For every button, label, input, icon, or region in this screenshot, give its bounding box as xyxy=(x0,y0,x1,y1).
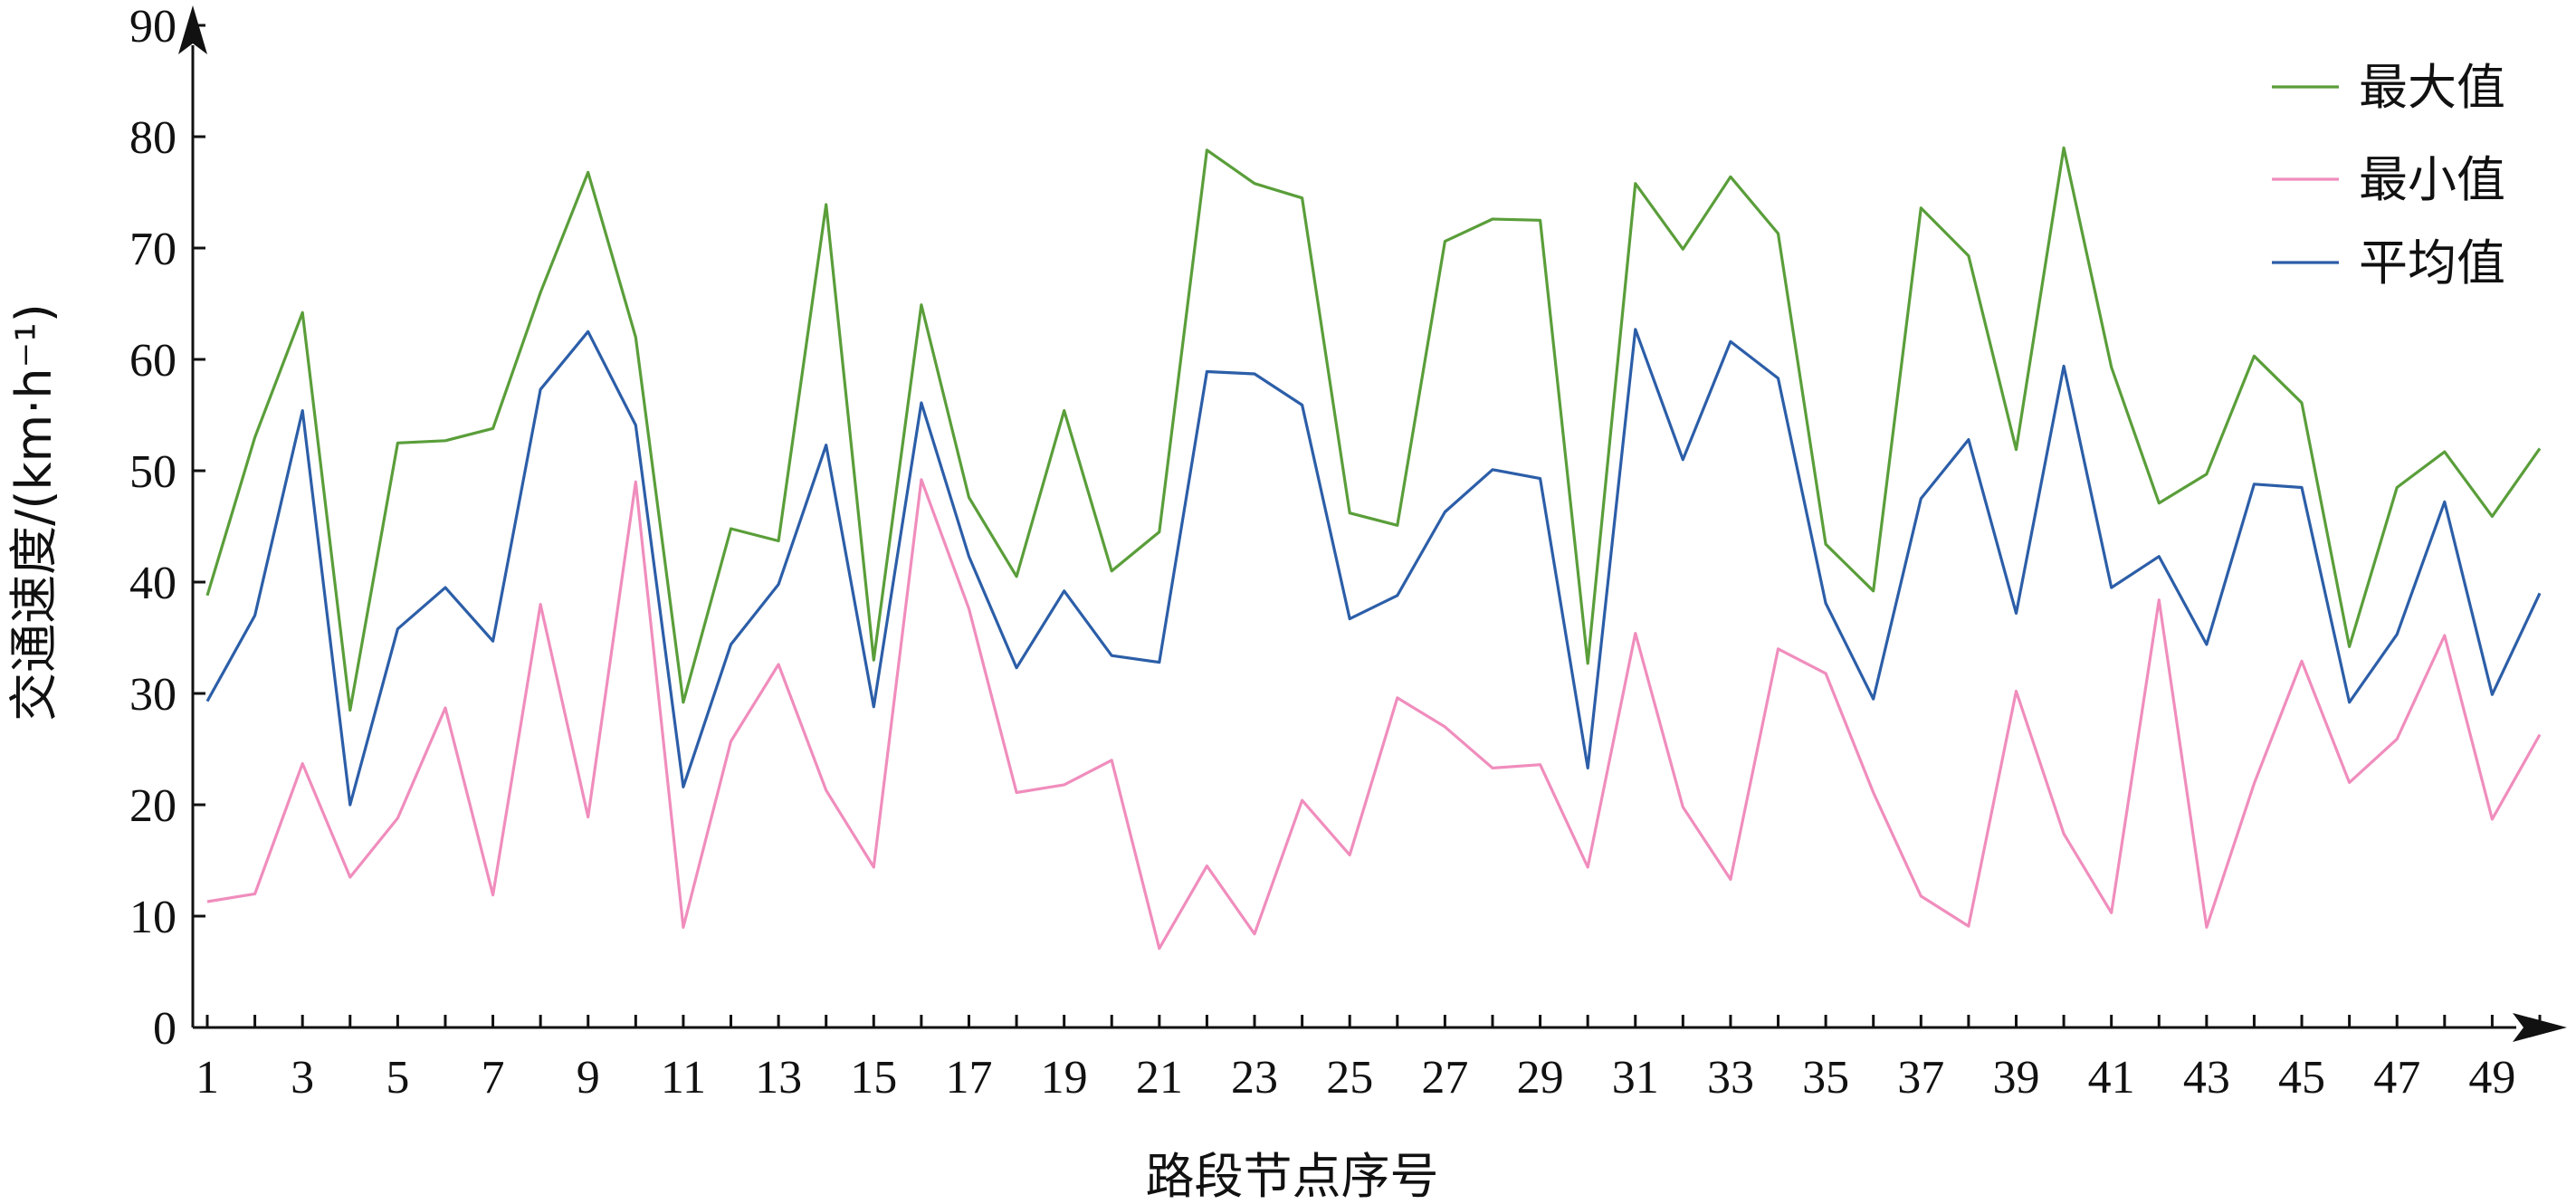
legend-label-2: 最小值 xyxy=(2359,151,2505,208)
series-line-1 xyxy=(205,146,2542,712)
x-tick-label: 43 xyxy=(2183,1052,2230,1104)
y-tick-label: 40 xyxy=(129,558,177,609)
x-tick-label: 21 xyxy=(1136,1052,1183,1104)
x-tick-label: 19 xyxy=(1041,1052,1088,1104)
x-tick-label: 41 xyxy=(2088,1052,2135,1104)
x-tick-label: 5 xyxy=(386,1052,409,1104)
legend-label-1: 最大值 xyxy=(2359,59,2505,116)
x-tick-label: 23 xyxy=(1231,1052,1278,1104)
y-tick-label: 90 xyxy=(129,1,177,53)
y-tick-label: 10 xyxy=(129,892,177,943)
x-tick-label: 27 xyxy=(1421,1052,1468,1104)
y-ticks: 0 10 20 30 40 50 60 70 80 90 xyxy=(129,1,205,1055)
series-line-2 xyxy=(206,478,2542,951)
x-tick-label: 3 xyxy=(291,1052,314,1104)
x-tick-label: 39 xyxy=(1992,1052,2039,1104)
x-tick-label: 45 xyxy=(2278,1052,2325,1104)
y-tick-label: 60 xyxy=(129,335,177,387)
x-ticks: 1 3 5 7 9 11 13 15 17 19 21 23 25 27 29 31 33 35 37 39 41 43 4… xyxy=(196,1015,2542,1104)
y-tick-label: 80 xyxy=(129,112,177,164)
x-tick-label: 13 xyxy=(755,1052,802,1104)
x-tick-label: 17 xyxy=(945,1052,992,1104)
x-axis-title: 路段节点序号 xyxy=(1146,1148,1439,1204)
series-lines xyxy=(205,146,2542,951)
x-tick-label: 7 xyxy=(482,1052,505,1104)
y-tick-label: 70 xyxy=(129,224,177,275)
x-tick-label: 37 xyxy=(1897,1052,1944,1104)
axes xyxy=(178,5,2567,1042)
y-tick-label: 30 xyxy=(129,669,177,721)
series-line-3 xyxy=(205,328,2542,807)
y-axis-arrow xyxy=(178,5,207,54)
x-tick-label: 29 xyxy=(1517,1052,1564,1104)
x-tick-label: 9 xyxy=(577,1052,600,1104)
x-tick-label: 35 xyxy=(1802,1052,1849,1104)
x-tick-label: 47 xyxy=(2373,1052,2420,1104)
legend-label-3: 平均值 xyxy=(2359,234,2505,291)
x-tick-label: 33 xyxy=(1707,1052,1754,1104)
y-tick-label: 0 xyxy=(153,1003,177,1055)
y-axis-title: 交通速度/(km·h⁻¹) xyxy=(5,303,62,721)
x-tick-label: 15 xyxy=(850,1052,897,1104)
x-tick-label: 1 xyxy=(196,1052,219,1104)
y-tick-label: 50 xyxy=(129,446,177,498)
x-tick-label: 25 xyxy=(1326,1052,1373,1104)
x-tick-label: 31 xyxy=(1612,1052,1659,1104)
x-tick-label: 49 xyxy=(2468,1052,2515,1104)
y-tick-label: 20 xyxy=(129,780,177,832)
x-tick-label: 11 xyxy=(661,1052,706,1104)
